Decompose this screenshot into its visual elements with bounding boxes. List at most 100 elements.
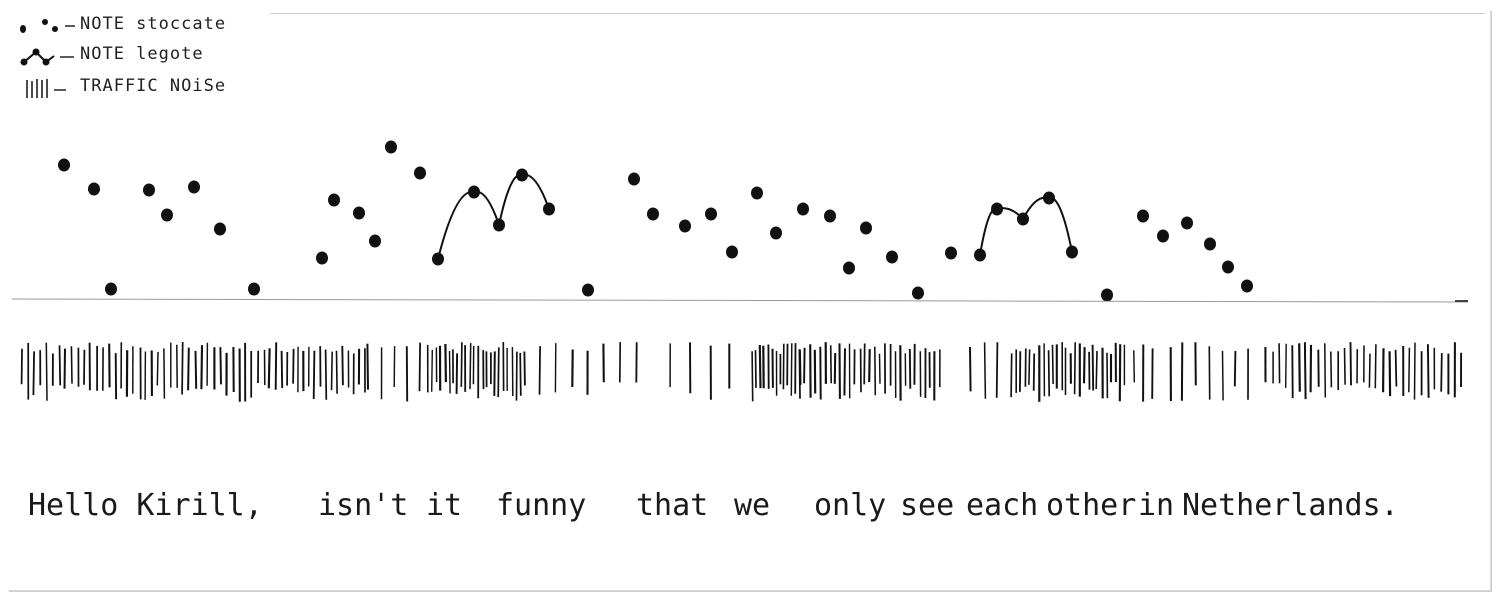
- staccato-note: [161, 208, 173, 222]
- legato-note: [516, 168, 528, 182]
- noise-stroke: [995, 342, 999, 398]
- noise-stroke: [1032, 353, 1036, 391]
- traffic-noise-strokes: [20, 341, 1463, 402]
- staccato-note: [1101, 288, 1113, 302]
- noise-stroke: [366, 343, 369, 390]
- noise-stroke: [803, 347, 806, 384]
- noise-stroke: [1095, 350, 1098, 390]
- noise-stroke: [1233, 350, 1237, 387]
- noise-stroke: [983, 342, 987, 399]
- staccato-note: [1222, 260, 1234, 274]
- staccato-note: [860, 221, 872, 235]
- legato-note: [974, 248, 986, 262]
- noise-stroke: [1091, 344, 1095, 391]
- noise-stroke: [538, 346, 541, 395]
- noise-stroke: [163, 348, 166, 399]
- message-greeting: Hello Kirill,: [28, 488, 263, 523]
- legato-slur: [437, 173, 550, 260]
- noise-stroke: [497, 347, 500, 398]
- noise-stroke: [330, 351, 333, 391]
- noise-stroke: [1426, 344, 1430, 398]
- noise-stroke: [1047, 350, 1051, 397]
- staccato-note: [824, 209, 836, 223]
- legend-label-legato: NOTE legote: [80, 44, 204, 64]
- message-word: in: [1138, 488, 1175, 523]
- staccato-note: [353, 206, 365, 220]
- legato-note: [468, 185, 480, 199]
- noise-stroke: [1284, 343, 1287, 388]
- noise-stroke: [1133, 350, 1136, 383]
- noise-stroke: [1388, 351, 1392, 397]
- legend-label-staccato: NOTE stoccate: [80, 14, 227, 34]
- staccato-note: [582, 283, 594, 297]
- noise-stroke: [200, 345, 204, 390]
- message-word: see: [900, 488, 955, 523]
- noise-stroke: [324, 349, 328, 400]
- noise-stroke: [758, 344, 762, 389]
- noise-stroke: [1413, 342, 1416, 400]
- noise-stroke: [908, 348, 912, 389]
- noise-stroke: [1374, 344, 1377, 389]
- legato-note: [543, 202, 555, 216]
- staccato-note: [1204, 237, 1216, 251]
- noise-stroke: [751, 351, 754, 402]
- paper-top-edge: [270, 13, 1485, 14]
- staccato-note: [105, 282, 117, 296]
- noise-stroke: [1082, 347, 1086, 384]
- staccato-note: [1181, 216, 1193, 230]
- noise-stroke: [829, 345, 833, 384]
- legato-note: [1066, 245, 1078, 259]
- noise-stroke: [1221, 350, 1224, 401]
- staccato-note: [328, 193, 340, 207]
- noise-stroke: [799, 349, 802, 385]
- noise-stroke: [45, 342, 48, 401]
- legend-row-noise: TRAFFIC NOiSe: [18, 74, 288, 102]
- noise-stroke: [312, 350, 316, 400]
- legato-note: [432, 252, 444, 266]
- staccato-note: [628, 172, 640, 186]
- staccato-note: [647, 207, 659, 221]
- staccato-note: [214, 222, 226, 236]
- noise-stroke: [754, 350, 757, 388]
- staccato-note: [58, 158, 70, 172]
- staccato-note: [143, 183, 155, 197]
- legato-note: [1043, 191, 1055, 205]
- staccato-note: [1157, 229, 1169, 243]
- noise-stroke: [274, 342, 278, 390]
- message-word: that: [636, 488, 709, 523]
- staccato-note: [88, 182, 100, 196]
- noise-stroke: [874, 346, 877, 396]
- staccato-note: [1241, 279, 1253, 293]
- noise-stroke: [790, 343, 793, 396]
- noise-stroke: [219, 347, 222, 385]
- noise-stroke: [292, 348, 295, 384]
- message-word: funny: [496, 488, 587, 523]
- noise-stroke: [156, 351, 159, 386]
- noise-stroke: [843, 348, 846, 396]
- message-word: it: [426, 488, 463, 523]
- noise-stroke: [448, 350, 451, 394]
- message-word: only: [814, 488, 887, 523]
- staccato-symbol-icon: [20, 19, 75, 33]
- noise-stroke: [1408, 347, 1411, 393]
- noise-stroke: [523, 351, 526, 386]
- noise-stroke: [1394, 349, 1398, 387]
- message-word: we: [734, 488, 771, 523]
- noise-stroke: [1298, 343, 1301, 392]
- noise-stroke: [969, 346, 972, 392]
- staccato-note: [705, 207, 717, 221]
- legato-symbol-icon: [20, 48, 74, 66]
- noise-stroke: [493, 351, 496, 396]
- noise-stroke: [1278, 343, 1281, 384]
- staccato-notes: [58, 140, 1253, 302]
- noise-stroke: [444, 343, 447, 383]
- message-word: Netherlands.: [1182, 488, 1399, 523]
- staccato-note: [751, 186, 763, 200]
- noise-stroke: [1303, 342, 1307, 400]
- staccato-note: [886, 250, 898, 264]
- legend-row-staccato: NOTE stoccate: [18, 12, 288, 40]
- staccato-note: [679, 219, 691, 233]
- noise-stroke: [341, 345, 344, 386]
- noise-stroke: [194, 350, 198, 389]
- noise-stroke: [1343, 347, 1346, 385]
